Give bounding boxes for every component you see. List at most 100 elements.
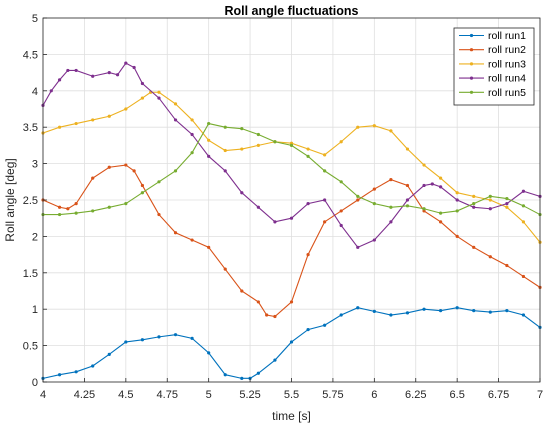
data-point bbox=[323, 323, 327, 327]
data-point bbox=[74, 211, 78, 215]
data-point bbox=[132, 169, 136, 173]
data-point bbox=[132, 65, 136, 70]
data-point bbox=[74, 68, 78, 73]
data-point bbox=[173, 118, 178, 122]
series-2 bbox=[41, 163, 542, 319]
data-point bbox=[439, 185, 443, 189]
series-line bbox=[42, 307, 541, 379]
data-point bbox=[521, 313, 526, 317]
legend-marker bbox=[469, 76, 474, 80]
data-point bbox=[140, 81, 144, 86]
x-tick-label: 4 bbox=[40, 389, 46, 401]
data-point bbox=[289, 300, 294, 304]
data-point bbox=[306, 202, 310, 206]
legend-label: roll run5 bbox=[488, 87, 526, 99]
data-point bbox=[173, 169, 178, 173]
data-point bbox=[488, 255, 492, 259]
data-point bbox=[356, 194, 360, 198]
y-tick-label: 0.5 bbox=[23, 341, 38, 353]
data-point bbox=[455, 191, 459, 195]
data-point bbox=[505, 309, 509, 313]
data-point bbox=[455, 234, 459, 238]
series-1 bbox=[41, 306, 542, 380]
data-point bbox=[405, 198, 410, 202]
legend-item: roll run3 bbox=[459, 58, 526, 70]
data-point bbox=[439, 309, 443, 313]
data-point bbox=[273, 140, 277, 144]
data-point bbox=[190, 238, 194, 242]
series-line bbox=[42, 62, 541, 248]
data-point bbox=[455, 198, 459, 202]
data-point bbox=[157, 212, 161, 217]
data-point bbox=[173, 333, 178, 337]
data-point bbox=[306, 147, 310, 151]
data-point bbox=[356, 245, 360, 249]
legend-label: roll run2 bbox=[488, 44, 526, 56]
data-point bbox=[339, 180, 343, 184]
data-point bbox=[91, 364, 95, 368]
legend-label: roll run1 bbox=[488, 30, 526, 42]
data-point bbox=[157, 335, 161, 339]
series-line bbox=[42, 164, 541, 318]
data-point bbox=[124, 163, 128, 167]
data-point bbox=[140, 96, 144, 100]
data-point bbox=[422, 307, 426, 311]
data-point bbox=[240, 376, 244, 380]
data-point bbox=[57, 205, 62, 209]
data-point bbox=[273, 358, 277, 362]
x-tick-label: 4.5 bbox=[118, 389, 133, 401]
data-point bbox=[240, 147, 244, 151]
y-axis-title: Roll angle [deg] bbox=[3, 158, 17, 241]
data-point bbox=[505, 196, 509, 201]
data-point bbox=[422, 163, 426, 167]
data-point bbox=[439, 176, 443, 180]
data-point bbox=[488, 207, 492, 211]
data-point bbox=[223, 373, 227, 377]
data-point bbox=[405, 147, 410, 151]
legend-item: roll run4 bbox=[459, 73, 526, 85]
data-point bbox=[339, 140, 343, 144]
data-point bbox=[472, 245, 476, 249]
data-point bbox=[240, 127, 244, 131]
data-point bbox=[356, 125, 360, 129]
data-point bbox=[49, 89, 53, 93]
data-point bbox=[124, 202, 128, 206]
y-tick-label: 4 bbox=[32, 86, 38, 98]
data-point bbox=[207, 245, 211, 249]
x-tick-label: 4.75 bbox=[157, 389, 178, 401]
data-point bbox=[124, 61, 128, 65]
data-point bbox=[91, 176, 95, 180]
data-point bbox=[157, 90, 161, 94]
data-point bbox=[256, 132, 260, 137]
data-point bbox=[190, 118, 194, 122]
data-point bbox=[207, 138, 211, 142]
data-point bbox=[430, 182, 434, 186]
data-point bbox=[273, 314, 277, 319]
data-point bbox=[190, 336, 194, 340]
data-point bbox=[173, 231, 178, 235]
data-point bbox=[405, 183, 410, 188]
x-axis-title: time [s] bbox=[272, 409, 311, 423]
data-point bbox=[223, 169, 227, 173]
data-point bbox=[455, 209, 459, 213]
x-tick-label: 7 bbox=[537, 389, 543, 401]
data-point bbox=[74, 370, 78, 374]
data-point bbox=[323, 153, 327, 157]
data-point bbox=[207, 351, 211, 355]
data-point bbox=[157, 96, 161, 100]
x-tick-label: 5.25 bbox=[239, 389, 260, 401]
data-point bbox=[372, 124, 376, 128]
x-tick-label: 5.75 bbox=[322, 389, 343, 401]
data-point bbox=[107, 114, 111, 118]
data-point bbox=[521, 220, 526, 224]
data-point bbox=[505, 263, 509, 268]
series-layer bbox=[41, 61, 542, 380]
y-tick-label: 5 bbox=[32, 13, 38, 25]
data-point bbox=[289, 216, 294, 220]
data-point bbox=[372, 187, 376, 191]
y-tick-label: 3.5 bbox=[23, 122, 38, 134]
x-tick-label: 5 bbox=[206, 389, 212, 401]
y-tick-label: 0 bbox=[32, 377, 38, 389]
data-point bbox=[66, 68, 70, 73]
